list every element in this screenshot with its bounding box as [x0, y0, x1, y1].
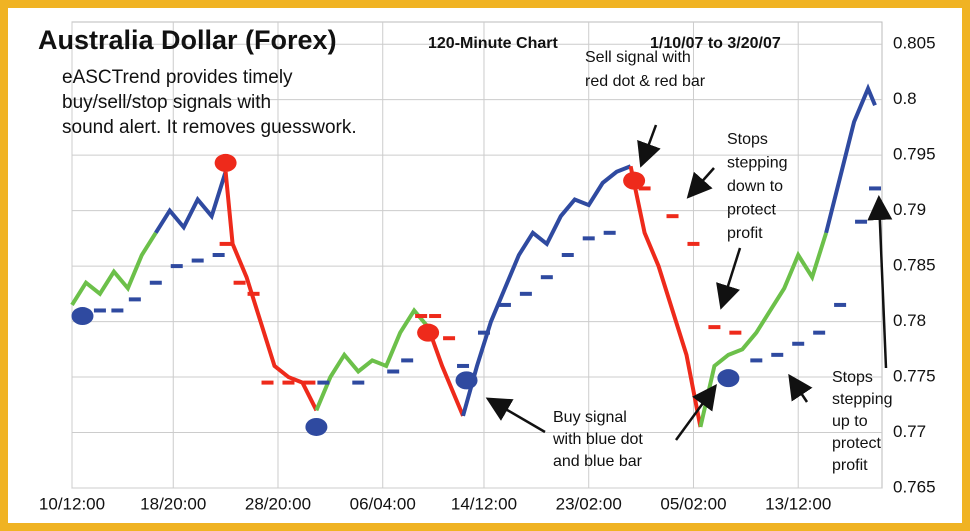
chart-title: Australia Dollar (Forex): [38, 25, 337, 55]
annotation: and blue bar: [553, 453, 643, 470]
annotation: protect: [727, 202, 776, 219]
annotation: Stops: [727, 131, 768, 148]
y-tick-label: 0.775: [893, 367, 936, 386]
annotation: profit: [832, 457, 868, 474]
x-tick-label: 05/02:00: [660, 494, 726, 513]
y-tick-label: 0.785: [893, 256, 936, 275]
y-tick-label: 0.77: [893, 422, 926, 441]
y-tick-label: 0.795: [893, 145, 936, 164]
arrow: [637, 124, 661, 168]
x-tick-label: 18/20:00: [140, 494, 206, 513]
y-tick-label: 0.8: [893, 89, 917, 108]
signal-dot: [623, 171, 646, 190]
price-line: [628, 165, 703, 428]
arrow: [788, 373, 813, 403]
price-line: [154, 171, 228, 234]
chart-subtitle: 120-Minute Chart: [428, 35, 558, 52]
annotation: with blue dot: [552, 431, 643, 448]
annotation: profit: [727, 225, 763, 242]
signal-dot: [717, 369, 740, 388]
x-tick-label: 10/12:00: [39, 494, 105, 513]
signal-dot: [214, 153, 237, 172]
annotation: red dot & red bar: [585, 73, 706, 90]
signal-dot: [71, 307, 94, 326]
arrow: [867, 195, 893, 369]
annotation: stepping: [727, 155, 788, 172]
plot-area: [70, 21, 883, 489]
arrow: [485, 397, 546, 434]
x-tick-label: 28/20:00: [245, 494, 311, 513]
signal-dot: [417, 323, 440, 342]
annotation: down to: [727, 178, 783, 195]
description: eASCTrend provides timely: [62, 67, 293, 88]
description: sound alert. It removes guesswork.: [62, 117, 357, 138]
y-tick-label: 0.79: [893, 200, 926, 219]
annotation: stepping: [832, 391, 893, 408]
price-line: [70, 231, 158, 306]
price-line: [824, 83, 877, 234]
annotation: up to: [832, 413, 868, 430]
price-line: [698, 232, 829, 428]
price-line: [461, 164, 632, 417]
x-tick-label: 14/12:00: [451, 494, 517, 513]
annotation: Stops: [832, 369, 873, 386]
annotation: Sell signal with: [585, 49, 691, 66]
date-range: 1/10/07 to 3/20/07: [650, 35, 781, 52]
y-tick-label: 0.765: [893, 477, 936, 496]
signal-dot: [455, 371, 478, 390]
description: buy/sell/stop signals with: [62, 92, 271, 113]
arrow: [674, 383, 717, 441]
x-tick-label: 23/02:00: [556, 494, 622, 513]
arrow: [686, 167, 715, 199]
price-line: [426, 326, 465, 417]
y-tick-label: 0.78: [893, 311, 926, 330]
arrow: [716, 247, 742, 310]
price-line: [314, 307, 430, 412]
arrows: [485, 124, 893, 441]
x-tick-label: 06/04:00: [350, 494, 416, 513]
y-tick-label: 0.805: [893, 34, 936, 53]
price-line: [223, 171, 319, 412]
signal-dot: [305, 417, 328, 436]
annotation: protect: [832, 435, 881, 452]
annotation: Buy signal: [553, 409, 627, 426]
x-tick-label: 13/12:00: [765, 494, 831, 513]
